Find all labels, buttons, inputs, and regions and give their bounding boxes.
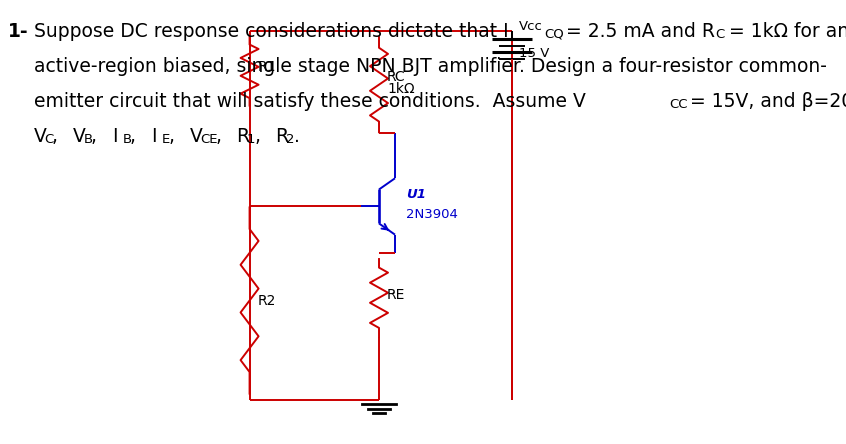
Text: emitter circuit that will satisfy these conditions.  Assume V: emitter circuit that will satisfy these … bbox=[34, 92, 586, 111]
Text: V: V bbox=[34, 127, 47, 146]
Text: U1: U1 bbox=[406, 188, 426, 201]
Text: ,: , bbox=[255, 127, 266, 146]
Text: ,: , bbox=[169, 127, 181, 146]
Text: CE: CE bbox=[201, 132, 218, 146]
Text: 2N3904: 2N3904 bbox=[406, 208, 458, 221]
Text: Suppose DC response considerations dictate that I: Suppose DC response considerations dicta… bbox=[34, 22, 508, 41]
Text: B: B bbox=[123, 132, 132, 146]
Text: 1-: 1- bbox=[8, 22, 29, 41]
Text: 1kΩ: 1kΩ bbox=[387, 82, 415, 96]
Text: V: V bbox=[73, 127, 86, 146]
Text: active-region biased, single stage NPN BJT amplifier. Design a four-resistor com: active-region biased, single stage NPN B… bbox=[34, 57, 827, 76]
Text: 1: 1 bbox=[247, 132, 255, 146]
Text: ,: , bbox=[216, 127, 228, 146]
Text: = 2.5 mA and R: = 2.5 mA and R bbox=[559, 22, 715, 41]
Text: I: I bbox=[113, 127, 118, 146]
Text: R: R bbox=[276, 127, 288, 146]
Text: B: B bbox=[84, 132, 92, 146]
Text: I: I bbox=[151, 127, 157, 146]
Text: 2: 2 bbox=[286, 132, 294, 146]
Text: .: . bbox=[294, 127, 299, 146]
Text: C: C bbox=[716, 28, 725, 40]
Text: E: E bbox=[162, 132, 170, 146]
Text: RE: RE bbox=[387, 288, 405, 302]
Text: CQ: CQ bbox=[544, 28, 563, 40]
Text: ,: , bbox=[91, 127, 103, 146]
Text: R2: R2 bbox=[257, 293, 276, 308]
Text: RC: RC bbox=[387, 70, 405, 84]
Text: = 1kΩ for an: = 1kΩ for an bbox=[723, 22, 846, 41]
Text: Vcc: Vcc bbox=[519, 20, 542, 33]
Text: R1: R1 bbox=[257, 60, 276, 74]
Text: CC: CC bbox=[669, 98, 687, 111]
Text: 15 V: 15 V bbox=[519, 47, 549, 59]
Text: ,: , bbox=[130, 127, 142, 146]
Text: C: C bbox=[45, 132, 53, 146]
Text: V: V bbox=[190, 127, 203, 146]
Text: = 15V, and β=200. Find: = 15V, and β=200. Find bbox=[684, 92, 846, 111]
Text: ,: , bbox=[52, 127, 64, 146]
Text: R: R bbox=[237, 127, 250, 146]
